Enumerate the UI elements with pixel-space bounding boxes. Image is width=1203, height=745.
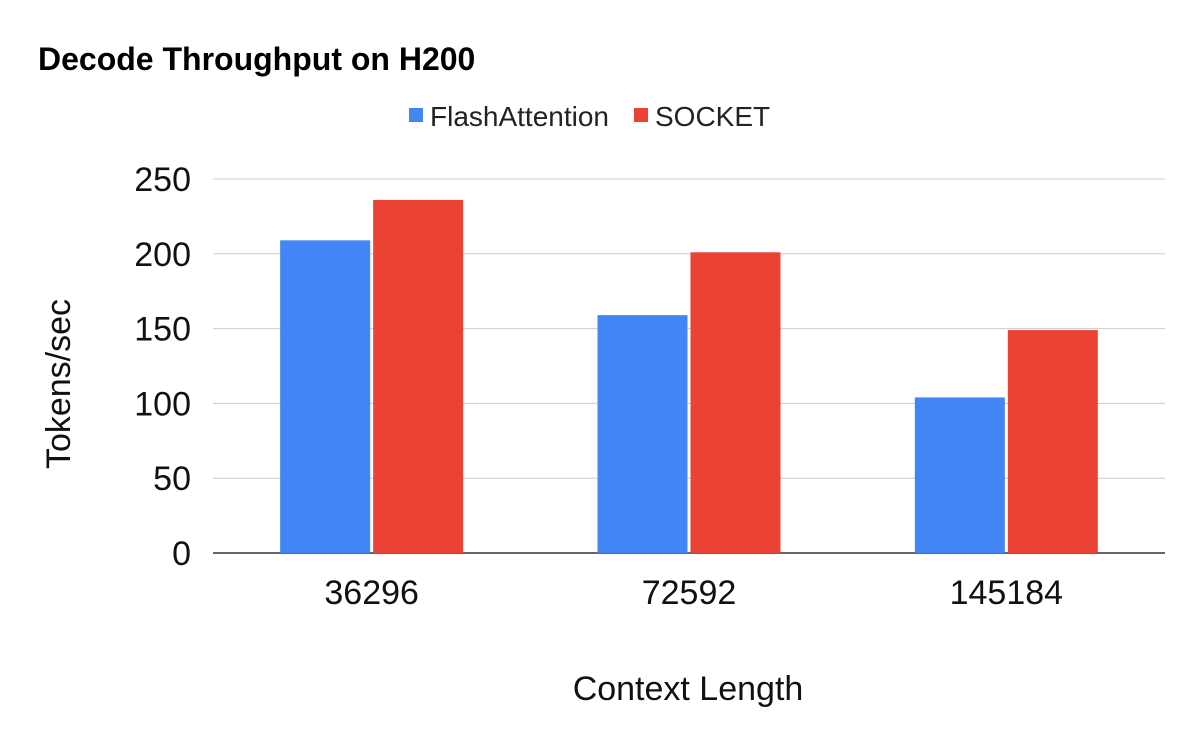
y-tick-label: 200: [134, 236, 191, 274]
bar-flashattention-72592: [597, 315, 688, 553]
legend-label-flashattention: FlashAttention: [430, 101, 609, 132]
bar-socket-145184: [1007, 330, 1098, 553]
y-tick-label: 150: [134, 311, 191, 349]
legend-swatch-flashattention: [409, 108, 423, 122]
bar-flashattention-36296: [280, 240, 371, 553]
legend-swatch-socket: [634, 108, 648, 122]
y-axis-title: Tokens/sec: [40, 299, 78, 469]
x-axis-title: Context Length: [573, 670, 804, 708]
y-tick-label: 250: [134, 161, 191, 199]
x-tick-label: 36296: [324, 574, 419, 612]
y-tick-label: 50: [153, 460, 191, 498]
y-axis-ticks: 0 50 100 150 200 250: [134, 161, 191, 573]
gridlines: [213, 178, 1165, 554]
chart-title: Decode Throughput on H200: [38, 41, 475, 77]
y-tick-label: 100: [134, 385, 191, 423]
y-tick-label: 0: [172, 535, 191, 573]
bar-flashattention-145184: [914, 397, 1005, 553]
x-tick-label: 145184: [950, 574, 1063, 612]
legend: FlashAttention SOCKET: [409, 101, 770, 132]
x-axis-ticks: 36296 72592 145184: [324, 574, 1063, 612]
bars: [280, 199, 1098, 553]
legend-label-socket: SOCKET: [655, 101, 770, 132]
x-tick-label: 72592: [642, 574, 737, 612]
bar-socket-36296: [373, 199, 464, 553]
bar-socket-72592: [690, 252, 781, 553]
